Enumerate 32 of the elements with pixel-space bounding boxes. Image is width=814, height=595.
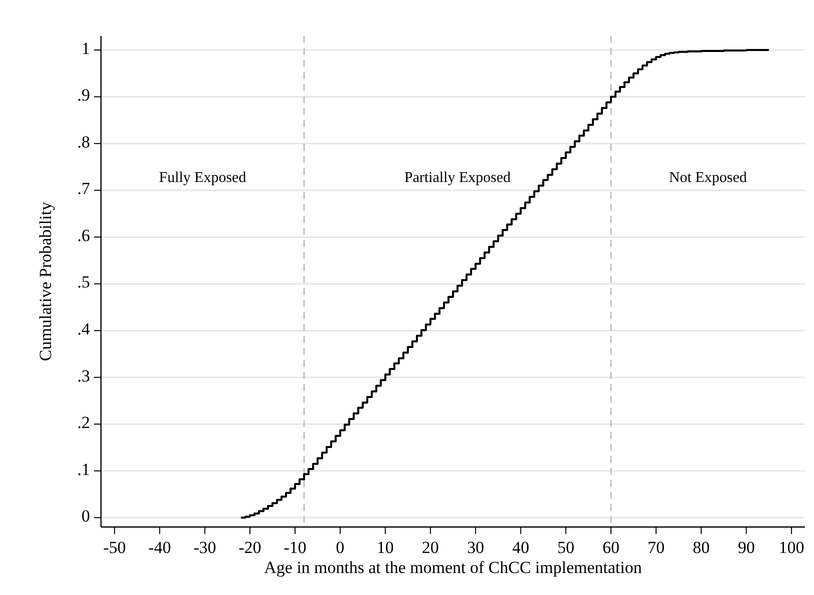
- x-tick-label: 100: [778, 538, 804, 557]
- x-tick-label: -50: [103, 538, 126, 557]
- y-axis-title: Cumulative Probability: [36, 201, 55, 362]
- y-tick-label: .3: [77, 366, 90, 386]
- x-tick-label: -20: [238, 538, 262, 557]
- y-tick-label: .6: [77, 226, 90, 245]
- x-tick-label: 40: [512, 538, 530, 557]
- y-tick-label: .2: [77, 413, 90, 432]
- x-tick-label: 90: [738, 538, 755, 557]
- y-tick-label: .8: [77, 132, 90, 152]
- y-tick-label: .5: [77, 272, 90, 292]
- x-tick-label: -30: [193, 538, 216, 557]
- y-tick-label: .4: [77, 320, 90, 339]
- annotation: Not Exposed: [669, 170, 748, 186]
- x-axis-title: Age in months at the moment of ChCC implementation: [264, 558, 642, 577]
- x-tick-label: -10: [284, 538, 306, 557]
- x-tick-label: 30: [467, 538, 484, 557]
- y-tick-label: 1: [82, 38, 90, 58]
- x-tick-label: 70: [648, 538, 665, 557]
- y-tick-label: .7: [77, 179, 90, 198]
- x-tick-label: 60: [602, 538, 620, 557]
- x-tick-label: -40: [148, 538, 172, 557]
- x-tick-label: 80: [692, 538, 710, 557]
- x-tick-label: 10: [376, 538, 394, 557]
- y-tick-label: 0: [82, 506, 90, 526]
- x-tick-label: 50: [557, 538, 574, 557]
- x-tick-label: 20: [422, 538, 439, 557]
- y-tick-label: .9: [77, 86, 90, 105]
- y-tick-label: .1: [77, 460, 90, 479]
- annotation: Fully Exposed: [158, 170, 247, 186]
- annotation: Partially Exposed: [404, 170, 512, 186]
- x-tick-label: 0: [336, 538, 344, 557]
